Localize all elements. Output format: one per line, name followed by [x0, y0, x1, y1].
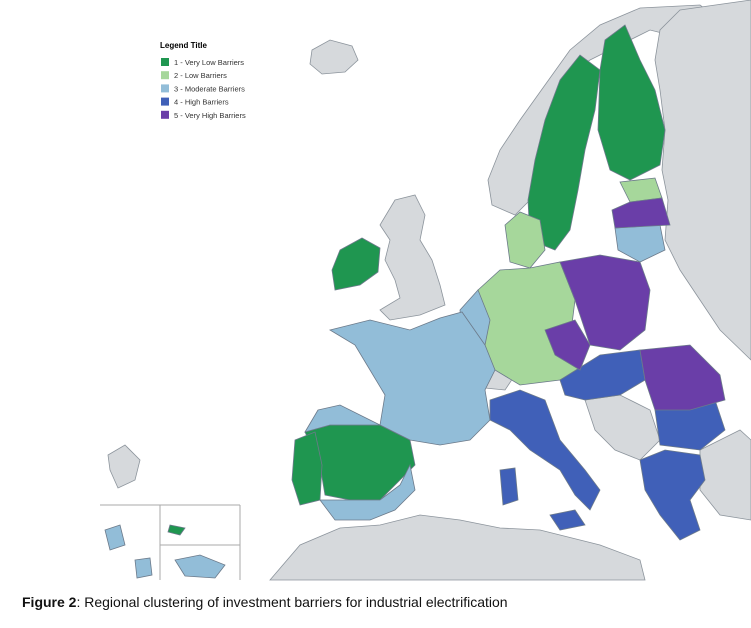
svalbard — [107, 444, 141, 489]
latvia — [611, 197, 671, 229]
poland — [559, 254, 651, 351]
legend-label: 3 - Moderate Barriers — [174, 84, 245, 93]
spain-coast — [319, 463, 416, 521]
turkey — [699, 429, 751, 521]
sardinia — [499, 467, 519, 506]
caption-label: Figure 2 — [22, 594, 77, 610]
inset-islands — [134, 557, 153, 579]
legend-label: 2 - Low Barriers — [174, 71, 227, 80]
lithuania — [614, 224, 666, 263]
france — [328, 311, 496, 446]
finland — [597, 24, 666, 181]
portugal — [291, 431, 323, 506]
legend-swatch — [161, 58, 169, 66]
caption-text: : Regional clustering of investment barr… — [76, 594, 508, 610]
romania — [639, 344, 726, 411]
legend-swatch — [161, 97, 169, 106]
central-europe — [559, 349, 646, 401]
iceland — [309, 39, 359, 75]
inset-canary — [174, 554, 226, 579]
czechia — [544, 319, 591, 371]
sicily — [549, 509, 586, 531]
legend-swatch — [161, 110, 169, 119]
legend-label: 5 - Very High Barriers — [174, 111, 246, 120]
map — [100, 0, 751, 581]
legend-label: 4 - High Barriers — [174, 98, 229, 107]
spain-south — [304, 404, 381, 433]
ireland — [331, 237, 381, 291]
africa — [269, 514, 646, 581]
balkans-non-eu — [584, 394, 661, 461]
legend-swatch — [161, 84, 169, 93]
greece — [639, 449, 706, 541]
inset-islands — [104, 524, 126, 551]
legend: Legend Title 1 - Very Low Barriers 2 - Lo… — [160, 41, 246, 120]
inset-azores — [167, 524, 186, 536]
russia — [654, 0, 751, 361]
legend-label: 1 - Very Low Barriers — [174, 58, 244, 67]
denmark — [504, 211, 546, 269]
legend-title: Legend Title — [160, 41, 208, 50]
caption: Figure 2: Regional clustering of investm… — [22, 594, 508, 610]
uk — [379, 194, 446, 321]
legend-swatch — [161, 71, 169, 80]
italy — [489, 389, 601, 511]
